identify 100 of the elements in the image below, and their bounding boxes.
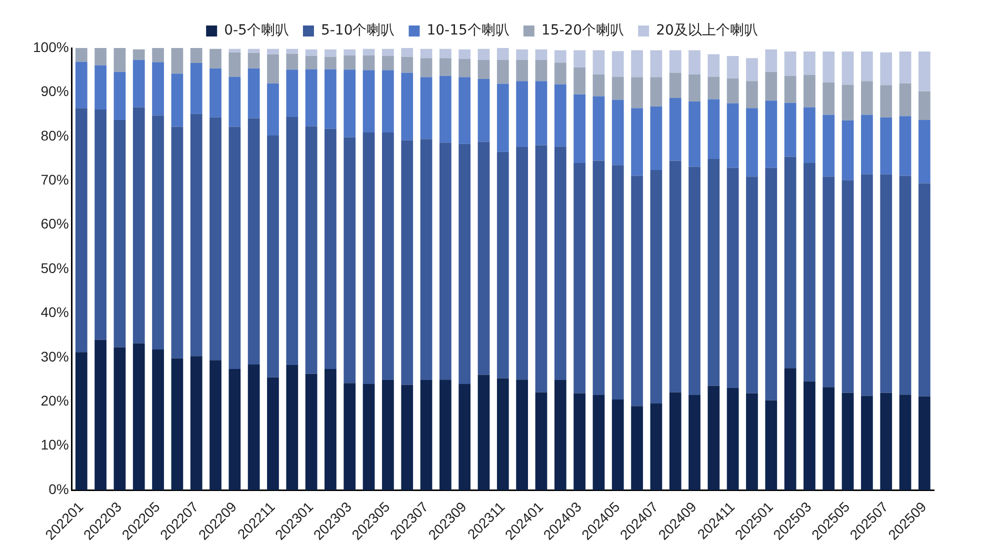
bar [918, 396, 930, 490]
bar [75, 108, 88, 352]
bar [592, 160, 605, 396]
bar [784, 52, 796, 76]
bar [420, 380, 432, 490]
bar [765, 168, 778, 400]
bar [554, 146, 566, 380]
bar [324, 128, 336, 369]
bar [612, 76, 624, 100]
bar [171, 48, 184, 74]
bar [861, 174, 873, 396]
y-tick-label: 90% [40, 83, 69, 100]
bar [708, 76, 720, 100]
bar [132, 107, 145, 344]
bar [631, 406, 643, 490]
bar [286, 54, 298, 70]
bar [382, 132, 394, 380]
bar [918, 183, 930, 396]
bar [496, 84, 509, 152]
bar [708, 158, 720, 386]
bar [726, 103, 739, 168]
bar [439, 380, 452, 490]
bar [94, 48, 106, 66]
bar [650, 403, 662, 490]
bar [880, 85, 892, 118]
bar [688, 50, 700, 75]
bar [516, 380, 528, 490]
bar [784, 368, 796, 490]
bar [324, 69, 336, 129]
bar [478, 48, 490, 60]
y-tick-label: 0% [48, 480, 69, 497]
bar [822, 387, 835, 490]
bar [382, 56, 394, 70]
bar [132, 343, 145, 490]
bar [765, 49, 778, 72]
bar [210, 117, 222, 360]
bar [516, 49, 528, 60]
bar [765, 72, 778, 101]
bar [861, 114, 873, 174]
bar [458, 49, 471, 60]
bar [574, 67, 586, 94]
bar [804, 162, 816, 382]
bar [248, 68, 260, 118]
bar [574, 50, 586, 68]
bar [535, 81, 548, 146]
bar [382, 70, 394, 132]
y-tick-label: 40% [40, 304, 69, 320]
bar [688, 166, 700, 396]
bar [324, 368, 336, 490]
bar [746, 393, 758, 490]
bar [861, 81, 873, 115]
bar [535, 49, 548, 60]
bar [152, 48, 164, 62]
bar [362, 70, 375, 132]
bar [152, 350, 164, 490]
bar [362, 132, 375, 384]
bar [132, 60, 145, 108]
bar [899, 116, 912, 176]
bar [420, 139, 432, 380]
bar [554, 62, 566, 84]
bar [190, 356, 202, 490]
bar [114, 72, 126, 120]
bar [612, 399, 624, 490]
bar [171, 74, 184, 127]
bar [842, 84, 854, 120]
bar [496, 60, 509, 84]
bar [631, 77, 643, 108]
bar [688, 395, 700, 490]
bar [286, 116, 298, 365]
bar [228, 368, 241, 490]
bar [574, 393, 586, 490]
bar [362, 48, 375, 56]
bar [708, 54, 720, 77]
bar [516, 147, 528, 380]
bar [382, 380, 394, 490]
bar [286, 364, 298, 490]
bar [918, 91, 930, 120]
bar [631, 108, 643, 176]
bar [535, 60, 548, 82]
bar [765, 400, 778, 490]
bar [401, 48, 414, 57]
bar [248, 118, 260, 365]
legend-label: 5-10个喇叭 [320, 22, 395, 39]
bar [899, 83, 912, 116]
bar [688, 74, 700, 102]
y-tick-label: 20% [40, 392, 69, 409]
y-tick-label: 50% [40, 260, 69, 276]
bar [478, 60, 490, 79]
bar [592, 74, 605, 96]
bar [726, 168, 739, 388]
y-tick-label: 70% [40, 171, 69, 188]
bar [650, 77, 662, 106]
bar [918, 52, 930, 92]
bar [726, 388, 739, 490]
bar [765, 100, 778, 168]
bar [592, 395, 605, 490]
bar [132, 49, 145, 60]
bar [305, 56, 318, 70]
bar [286, 48, 298, 54]
bar [75, 48, 88, 62]
